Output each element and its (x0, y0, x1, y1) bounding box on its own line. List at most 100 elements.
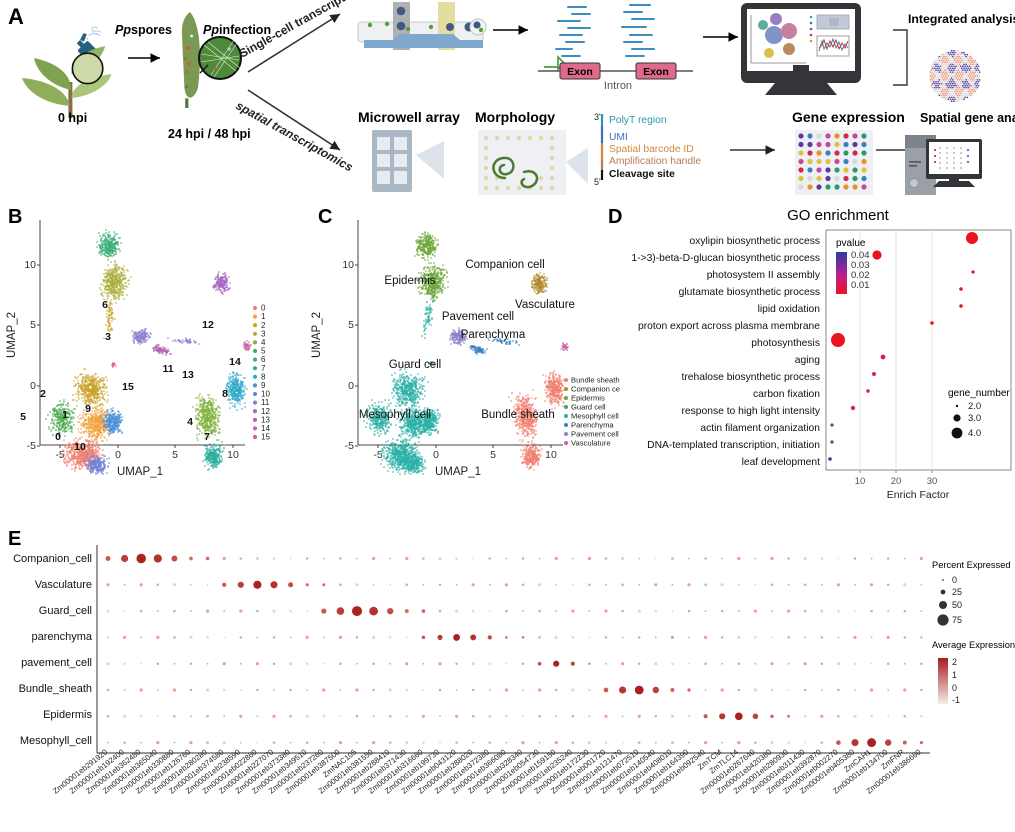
svg-text:lipid oxidation: lipid oxidation (758, 304, 821, 315)
svg-text:50: 50 (952, 600, 962, 610)
svg-text:0: 0 (115, 449, 121, 461)
svg-text:glutamate biosynthetic process: glutamate biosynthetic process (679, 287, 820, 298)
svg-text:10: 10 (545, 449, 557, 461)
svg-text:Zm00001eb092540: Zm00001eb092540 (649, 747, 707, 795)
svg-text:response to high light intensi: response to high light intensity (681, 406, 820, 417)
svg-text:Pp: Pp (203, 23, 219, 37)
svg-text:Zm00001eb288020: Zm00001eb288020 (416, 747, 474, 795)
svg-text:ZmNAC105: ZmNAC105 (321, 747, 358, 779)
svg-text:8: 8 (222, 388, 228, 400)
svg-text:Zm00001eb387500: Zm00001eb387500 (284, 747, 342, 795)
svg-text:UMAP_2: UMAP_2 (311, 312, 323, 358)
svg-text:24 hpi / 48 hpi: 24 hpi / 48 hpi (168, 127, 251, 141)
svg-text:Zm00001eb072510: Zm00001eb072510 (582, 747, 640, 795)
svg-text:14: 14 (229, 356, 241, 368)
svg-text:Zm00001eb237260: Zm00001eb237260 (267, 747, 325, 795)
svg-text:0 hpi: 0 hpi (58, 111, 87, 125)
svg-text:photosynthesis: photosynthesis (751, 338, 820, 349)
svg-text:UMAP_1: UMAP_1 (435, 466, 481, 478)
svg-text:ZmFNR: ZmFNR (879, 747, 906, 771)
svg-text:10: 10 (74, 441, 86, 453)
svg-text:trehalose biosynthetic process: trehalose biosynthetic process (681, 372, 820, 383)
svg-text:Zm00001eb372380: Zm00001eb372380 (433, 747, 491, 795)
svg-text:5: 5 (490, 449, 496, 461)
svg-text:9: 9 (85, 403, 91, 415)
svg-text:Zm00001eb330880: Zm00001eb330880 (118, 747, 176, 795)
svg-text:Zm00001eb002270: Zm00001eb002270 (782, 747, 840, 795)
svg-text:Zm00001eb366080: Zm00001eb366080 (450, 747, 508, 795)
svg-text:Mesophyll_cell: Mesophyll_cell (20, 735, 92, 747)
svg-text:Zm00001eb373380: Zm00001eb373380 (234, 747, 292, 795)
svg-text:0: 0 (30, 380, 36, 392)
svg-text:Guard cell: Guard cell (571, 403, 606, 412)
svg-text:Zm00001eb349510: Zm00001eb349510 (250, 747, 308, 795)
svg-text:Morphology: Morphology (475, 109, 555, 125)
svg-text:Intron: Intron (604, 80, 632, 92)
svg-text:Spatial gene analysis: Spatial gene analysis (920, 111, 1015, 125)
svg-text:carbon fixation: carbon fixation (753, 389, 820, 400)
svg-text:Zm00001eb311430: Zm00001eb311430 (749, 747, 807, 795)
svg-text:Exon: Exon (643, 66, 669, 78)
svg-text:Bundle sheath: Bundle sheath (481, 409, 555, 421)
svg-text:Zm00001eb405380: Zm00001eb405380 (798, 747, 856, 795)
svg-text:11: 11 (162, 363, 173, 375)
svg-text:1: 1 (952, 670, 957, 680)
svg-text:Zm00001eb126760: Zm00001eb126760 (134, 747, 192, 795)
svg-text:6: 6 (102, 299, 108, 311)
svg-text:Zm00001eb238590: Zm00001eb238590 (184, 747, 242, 795)
svg-text:20: 20 (891, 476, 902, 487)
svg-text:leaf development: leaf development (742, 457, 821, 468)
svg-text:10: 10 (855, 476, 866, 487)
svg-text:3': 3' (594, 112, 601, 122)
svg-text:5: 5 (30, 319, 36, 331)
svg-text:Zm00001eb164390: Zm00001eb164390 (632, 747, 690, 795)
svg-text:DNA-templated transcription, i: DNA-templated transcription, initiation (647, 440, 820, 451)
svg-text:spatial transcriptomics: spatial transcriptomics (234, 98, 356, 174)
svg-text:Zm00001eb159150: Zm00001eb159150 (499, 747, 557, 795)
svg-text:ZmTLC14: ZmTLC14 (708, 747, 741, 776)
svg-text:pvalue: pvalue (836, 238, 866, 249)
svg-text:2.0: 2.0 (968, 401, 981, 412)
svg-text:30: 30 (927, 476, 938, 487)
svg-text:PolyT region: PolyT region (609, 115, 667, 126)
svg-text:3.0: 3.0 (968, 413, 981, 424)
svg-text:0: 0 (433, 449, 439, 461)
svg-text:-1: -1 (952, 695, 960, 705)
svg-text:actin filament organization: actin filament organization (700, 423, 820, 434)
svg-text:0: 0 (55, 431, 61, 443)
svg-text:Zm00001eb316660: Zm00001eb316660 (367, 747, 425, 795)
svg-text:Percent Expressed: Percent Expressed (932, 560, 1011, 570)
svg-text:Guard cell: Guard cell (389, 359, 441, 371)
svg-text:0: 0 (952, 575, 957, 585)
svg-text:proton export across plasma me: proton export across plasma membrane (638, 321, 820, 332)
svg-text:5': 5' (594, 177, 601, 187)
svg-text:Zm00001eb288410: Zm00001eb288410 (333, 747, 391, 795)
svg-text:2: 2 (40, 388, 46, 400)
svg-text:75: 75 (952, 615, 962, 625)
svg-text:UMAP_2: UMAP_2 (6, 312, 18, 358)
svg-text:Zm00001eb192400: Zm00001eb192400 (68, 747, 126, 795)
svg-text:-5: -5 (345, 440, 354, 452)
svg-text:parenchyma: parenchyma (31, 631, 92, 643)
svg-text:Zm00001eb408010: Zm00001eb408010 (616, 747, 674, 795)
svg-text:13: 13 (182, 369, 194, 381)
svg-text:Epidermis: Epidermis (571, 394, 605, 403)
svg-text:Parenchyma: Parenchyma (461, 329, 526, 341)
svg-text:Zm00001eb280930: Zm00001eb280930 (732, 747, 790, 795)
svg-text:Zm00001eb280280: Zm00001eb280280 (151, 747, 209, 795)
svg-text:10: 10 (342, 259, 354, 271)
svg-text:ZmCAH1: ZmCAH1 (842, 747, 872, 774)
svg-text:Exon: Exon (567, 66, 593, 78)
svg-text:Vasculature: Vasculature (515, 299, 575, 311)
svg-text:Zm00001eb374580: Zm00001eb374580 (167, 747, 225, 795)
svg-text:Spatial barcode ID: Spatial barcode ID (609, 144, 694, 155)
svg-text:Bundle_sheath: Bundle_sheath (19, 683, 92, 695)
svg-text:Zm00001eb371430: Zm00001eb371430 (350, 747, 408, 795)
svg-text:Zm00001eb043120: Zm00001eb043120 (400, 747, 458, 795)
svg-text:10: 10 (227, 449, 239, 461)
svg-text:Guard_cell: Guard_cell (39, 605, 92, 617)
svg-text:pavement_cell: pavement_cell (21, 657, 92, 669)
svg-text:Zm00001eb420380: Zm00001eb420380 (715, 747, 773, 795)
svg-text:1->3)-beta-D-glucan biosynthet: 1->3)-beta-D-glucan biosynthetic process (631, 253, 820, 264)
svg-text:Zm00001eb362480: Zm00001eb362480 (84, 747, 142, 795)
